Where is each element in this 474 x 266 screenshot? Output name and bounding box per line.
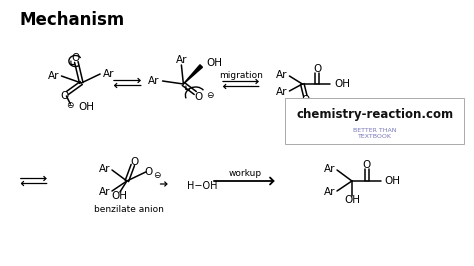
Text: benzilate anion: benzilate anion (94, 205, 164, 214)
Text: O: O (301, 95, 310, 105)
Text: O: O (71, 53, 80, 63)
Text: migration: migration (219, 72, 263, 81)
Text: Ar: Ar (276, 87, 287, 97)
Text: Ar: Ar (148, 76, 160, 86)
Text: OH: OH (384, 176, 401, 186)
Text: chemistry-reaction.com: chemistry-reaction.com (296, 108, 453, 120)
Text: ⊖: ⊖ (310, 98, 317, 107)
Text: OH: OH (111, 191, 127, 201)
Text: O: O (131, 157, 139, 167)
FancyBboxPatch shape (285, 98, 464, 144)
Text: Ar: Ar (103, 69, 115, 79)
Text: Mechanism: Mechanism (20, 11, 125, 29)
Text: Ar: Ar (99, 187, 110, 197)
Text: ⊖: ⊖ (67, 102, 74, 110)
Text: BETTER THAN
TEXTBOOK: BETTER THAN TEXTBOOK (353, 128, 396, 139)
Text: O: O (145, 167, 153, 177)
Text: OH: OH (206, 58, 222, 68)
Text: Ar: Ar (176, 55, 187, 65)
Text: Ar: Ar (276, 70, 287, 80)
Text: OH: OH (78, 102, 94, 112)
Text: O: O (194, 92, 202, 102)
Text: OH: OH (334, 79, 350, 89)
Text: ⊖: ⊖ (153, 171, 160, 180)
Text: ⊖: ⊖ (206, 92, 214, 101)
Text: O: O (60, 91, 69, 101)
Text: Ar: Ar (324, 164, 335, 174)
Text: O: O (313, 64, 321, 74)
Text: Ar: Ar (48, 71, 59, 81)
Text: OH: OH (344, 195, 360, 205)
Text: H−OH: H−OH (187, 181, 218, 191)
Text: Ar: Ar (99, 164, 110, 174)
Polygon shape (183, 65, 202, 84)
Text: Ar: Ar (324, 187, 335, 197)
Text: O: O (363, 160, 371, 170)
Text: workup: workup (228, 168, 261, 177)
